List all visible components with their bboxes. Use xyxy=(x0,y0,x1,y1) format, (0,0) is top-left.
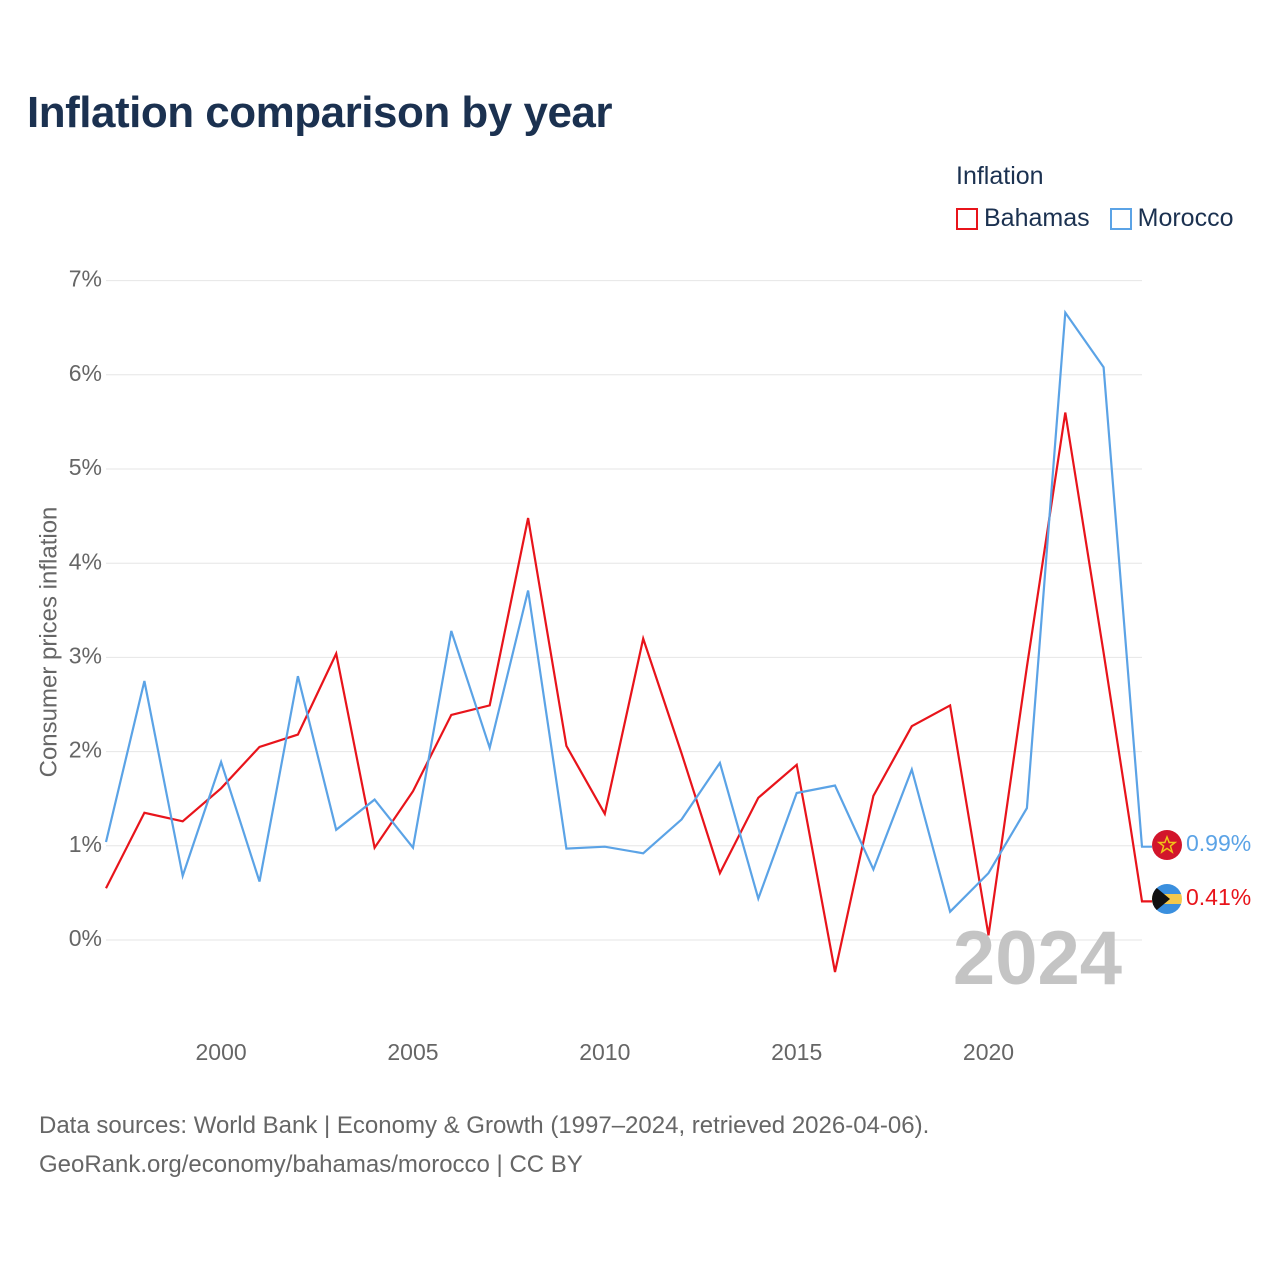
legend-item-bahamas[interactable]: Bahamas xyxy=(956,204,1090,233)
source-line-1: Data sources: World Bank | Economy & Gro… xyxy=(39,1112,930,1139)
legend-title: Inflation xyxy=(956,162,1044,190)
x-axis-ticks: 2000 2005 2010 2015 2020 xyxy=(196,1039,1015,1065)
series-line-bahamas[interactable] xyxy=(105,412,1152,973)
y-axis-ticks: 0% 1% 2% 3% 4% 5% 6% 7% xyxy=(69,266,102,951)
x-tick-label: 2020 xyxy=(963,1039,1014,1065)
morocco-flag-icon xyxy=(1152,830,1182,860)
grid-lines xyxy=(106,280,1142,941)
legend-swatch-bahamas xyxy=(956,207,978,230)
x-tick-label: 2010 xyxy=(579,1039,630,1065)
series-line-morocco[interactable] xyxy=(104,309,1152,914)
y-tick-label: 6% xyxy=(69,360,102,386)
end-labels: 0.41% 0.99% xyxy=(1186,830,1251,910)
x-tick-label: 2015 xyxy=(771,1039,822,1065)
x-tick-label: 2000 xyxy=(196,1039,247,1065)
source-note: Data sources: World Bank | Economy & Gro… xyxy=(39,1106,929,1184)
y-axis-label: Consumer prices inflation xyxy=(35,507,62,778)
legend-swatch-morocco xyxy=(1109,207,1132,230)
source-line-2[interactable]: GeoRank.org/economy/bahamas/morocco | CC… xyxy=(39,1151,583,1178)
legend-label-morocco: Morocco xyxy=(1137,204,1234,232)
x-tick-label: 2005 xyxy=(387,1039,438,1065)
year-watermark: 2024 xyxy=(953,916,1122,1001)
bahamas-flag-icon xyxy=(1152,884,1182,914)
legend-item-morocco[interactable]: Morocco xyxy=(1109,204,1234,233)
y-tick-label: 7% xyxy=(69,266,102,292)
end-label-bahamas: 0.41% xyxy=(1186,884,1251,910)
y-tick-label: 0% xyxy=(69,925,102,951)
series-lines xyxy=(104,309,1152,973)
y-tick-label: 2% xyxy=(69,737,102,763)
end-markers xyxy=(1152,830,1182,914)
y-tick-label: 5% xyxy=(69,454,102,480)
y-tick-label: 1% xyxy=(69,831,102,857)
legend: Bahamas Morocco xyxy=(956,204,1254,233)
y-tick-label: 4% xyxy=(69,548,102,574)
chart-title: Inflation comparison by year xyxy=(27,88,613,137)
end-label-morocco: 0.99% xyxy=(1186,830,1251,856)
legend-label-bahamas: Bahamas xyxy=(984,204,1090,232)
y-tick-label: 3% xyxy=(69,642,102,668)
